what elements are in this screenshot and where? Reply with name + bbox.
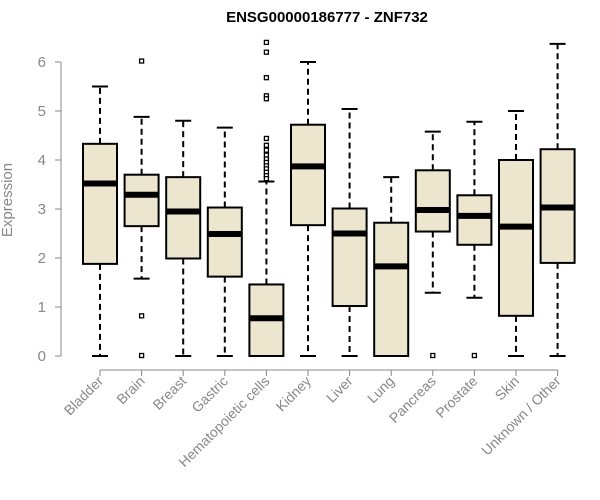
y-tick-label: 6 [38, 54, 46, 71]
chart-title: ENSG00000186777 - ZNF732 [226, 9, 428, 26]
x-tick-label: Lung [364, 373, 397, 406]
x-tick-label: Kidney [273, 373, 315, 415]
x-tick-label: Brain [113, 373, 147, 407]
box-group [539, 42, 576, 357]
box-body [123, 173, 160, 228]
box-group [165, 119, 202, 357]
x-tick-label: Unknown / Other [478, 373, 564, 459]
box-group [248, 39, 285, 357]
box-body [498, 159, 534, 317]
box-body [290, 123, 326, 227]
outlier-point [471, 352, 478, 359]
y-tick-label: 2 [38, 250, 46, 267]
outlier-point [263, 39, 270, 46]
box-body [82, 142, 118, 265]
y-tick-label: 4 [38, 152, 46, 169]
outlier-point [263, 147, 270, 153]
y-tick-label: 3 [38, 201, 46, 218]
box-body [165, 176, 202, 260]
box-body [331, 207, 368, 308]
box-group [82, 85, 118, 357]
x-tick-label: Bladder [61, 373, 107, 419]
box-body [373, 221, 410, 357]
box-group [373, 176, 410, 357]
y-tick-label: 1 [38, 299, 46, 316]
outlier-point [263, 75, 270, 81]
box-group [206, 126, 243, 357]
outlier-point [263, 175, 270, 182]
outlier-point [138, 58, 145, 64]
outlier-point [138, 352, 145, 359]
box-group [123, 58, 160, 359]
box-body [456, 194, 493, 246]
box-group [290, 61, 326, 357]
outlier-point [263, 135, 270, 142]
outlier-point [263, 142, 270, 148]
box-group [498, 110, 534, 357]
x-tick-label: Liver [323, 373, 356, 406]
box-body [414, 169, 451, 233]
outlier-point [430, 352, 436, 359]
box-group [331, 108, 368, 357]
box-group [414, 130, 451, 359]
outlier-point [138, 313, 145, 319]
x-tick-label: Prostate [432, 373, 480, 421]
y-tick-label: 0 [38, 348, 46, 365]
outlier-point [263, 49, 270, 55]
x-tick-label: Skin [492, 373, 523, 404]
box-group [456, 120, 493, 359]
box-series [82, 39, 576, 359]
y-axis: 0 1 2 3 4 5 6 [38, 54, 61, 365]
y-tick-label: 5 [38, 103, 46, 120]
x-tick-label: Breast [149, 373, 189, 413]
outlier-point [263, 96, 270, 102]
y-axis-label: Expression [0, 163, 16, 237]
box-body [206, 206, 243, 278]
